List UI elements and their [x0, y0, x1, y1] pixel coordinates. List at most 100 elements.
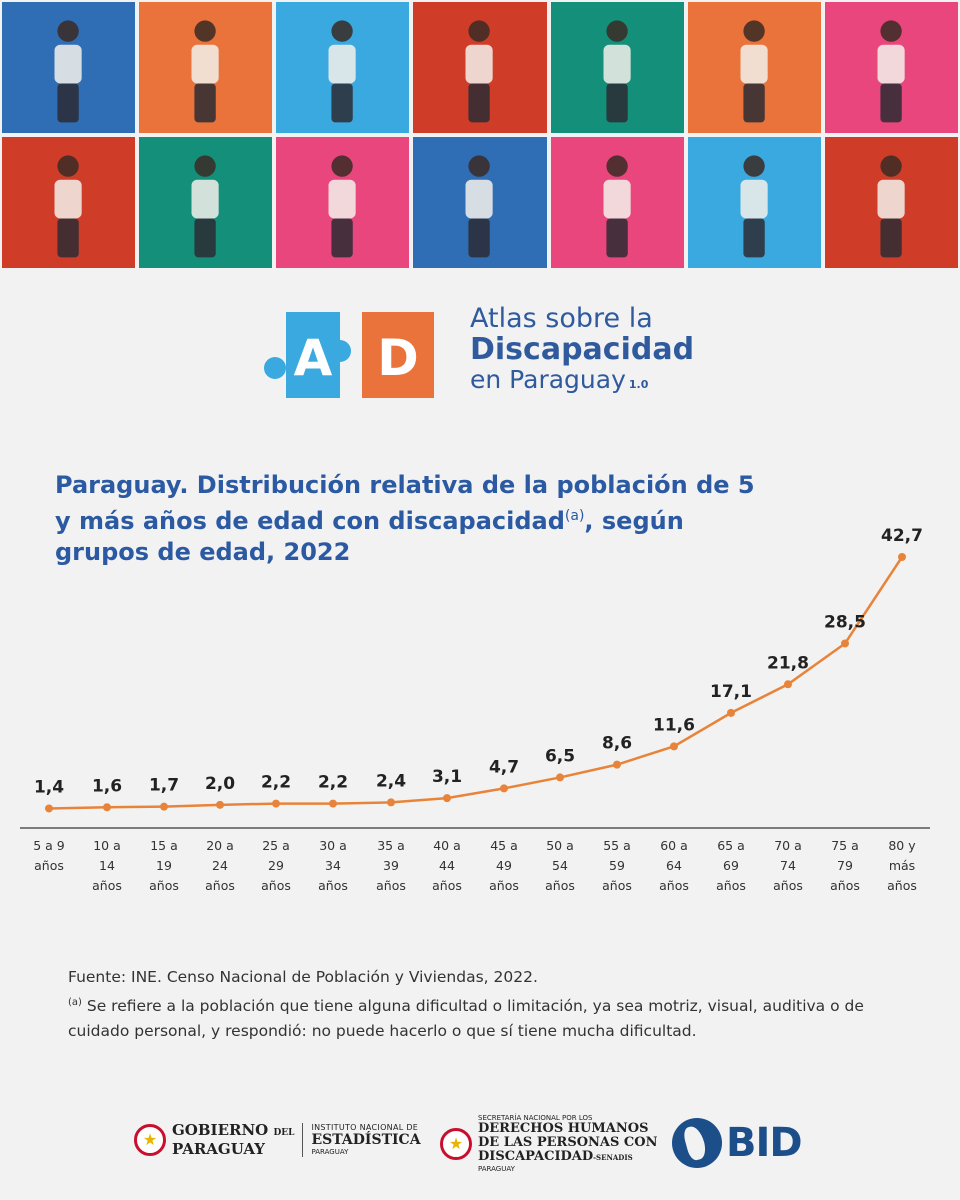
person-figure-icon [740, 155, 768, 258]
puzzle-tile [0, 0, 138, 135]
senadis-line4: DISCAPACIDAD [478, 1149, 594, 1164]
data-label: 28,5 [824, 612, 866, 632]
x-tick-label: 75 a 79 años [830, 838, 860, 893]
data-point [556, 773, 564, 782]
senadis-line5: PARAGUAY [478, 1165, 515, 1173]
footnote-text: Se refiere a la población que tiene algu… [68, 997, 864, 1041]
footer-logos: ★ GOBIERNO DEL PARAGUAY INSTITUTO NACION… [0, 1100, 960, 1180]
puzzle-tile [822, 0, 960, 135]
chart-title-superscript: (a) [564, 508, 585, 524]
data-label: 21,8 [767, 653, 809, 673]
data-label: 8,6 [602, 734, 632, 754]
data-point [45, 804, 53, 813]
data-point [329, 799, 337, 808]
person-figure-icon [54, 20, 82, 123]
logo-line3-text: en Paraguay [470, 365, 626, 394]
senadis-star-icon: ★ [440, 1127, 472, 1160]
logo-letter-a: A [294, 329, 333, 387]
person-figure-icon [191, 20, 219, 123]
senadis-line3: DE LAS PERSONAS CON [478, 1135, 658, 1150]
logo-line3: en Paraguay 1.0 [470, 366, 694, 399]
data-point [443, 794, 451, 803]
x-tick-label: 25 a 29 años [261, 838, 291, 893]
person-figure-icon [54, 155, 82, 258]
data-label: 3,1 [432, 767, 462, 787]
data-point [670, 742, 678, 751]
atlas-logo-text: Atlas sobre la Discapacidad en Paraguay 1… [470, 304, 694, 399]
puzzle-tile [137, 135, 275, 270]
gob-del: DEL [273, 1128, 295, 1138]
footnote-mark: (a) [68, 997, 82, 1008]
x-tick-label: 80 y más años [887, 838, 917, 893]
logo-letter-d: D [377, 329, 419, 387]
data-point [387, 798, 395, 807]
gobierno-logo: ★ GOBIERNO DEL PARAGUAY INSTITUTO NACION… [134, 1122, 421, 1157]
person-figure-icon [191, 155, 219, 258]
person-figure-icon [877, 20, 905, 123]
data-point [784, 680, 792, 689]
globe-icon [672, 1118, 722, 1168]
x-tick-label: 30 a 34 años [318, 838, 348, 893]
data-label: 2,2 [261, 773, 291, 793]
senadis-line1: SECRETARÍA NACIONAL POR LOS [478, 1114, 593, 1122]
puzzle-tile [137, 0, 275, 135]
data-point [500, 784, 508, 793]
bid-text: BID [726, 1120, 803, 1166]
person-figure-icon [465, 20, 494, 123]
person-figure-icon [603, 20, 631, 123]
x-tick-label: 50 a 54 años [545, 838, 575, 893]
atlas-logo-puzzle: A D [264, 312, 434, 398]
ine-line2: ESTADÍSTICA [311, 1132, 421, 1148]
puzzle-tile [685, 135, 823, 270]
data-point [216, 800, 224, 809]
puzzle-tile [274, 135, 412, 270]
logo-line2: Discapacidad [470, 332, 695, 367]
data-point [103, 803, 111, 812]
puzzle-tile [548, 0, 686, 135]
data-label: 42,7 [881, 526, 923, 546]
x-tick-label: 5 a 9 años [33, 838, 65, 873]
data-point [841, 639, 849, 648]
logo-separator [302, 1122, 304, 1157]
person-figure-icon [465, 155, 494, 258]
series-line [48, 556, 904, 810]
bid-logo: BID [672, 1118, 803, 1168]
x-tick-label: 70 a 74 años [773, 838, 803, 893]
puzzle-tile [685, 0, 823, 135]
data-point [160, 802, 168, 811]
senadis-suffix: -SENADIS [593, 1153, 633, 1162]
person-figure-icon [877, 155, 905, 258]
logo-line1: Atlas sobre la [470, 303, 653, 334]
line-chart: 1,4 5 a 9 años 1,6 10 a 14 años 1,7 15 a 19 años 2,… [20, 526, 930, 893]
chart-title-suffix: , según grupos de edad, 2022 [55, 507, 684, 566]
data-label: 1,4 [34, 777, 64, 797]
ine-logo: INSTITUTO NACIONAL DE ESTADÍSTICA PARAGU… [311, 1123, 420, 1156]
notes: Fuente: INE. Censo Nacional de Población… [68, 965, 898, 1044]
puzzle-tile [411, 135, 549, 270]
data-label: 6,5 [545, 746, 575, 766]
person-figure-icon [740, 20, 768, 123]
data-point [898, 553, 906, 561]
x-tick-label: 10 a 14 años [92, 838, 122, 893]
x-tick-label: 20 a 24 años [205, 838, 235, 893]
puzzle-tile [548, 135, 686, 270]
puzzle-tile [822, 135, 960, 270]
senadis-text: SECRETARÍA NACIONAL POR LOS DERECHOS HUM… [478, 1114, 658, 1173]
senadis-logo: ★ SECRETARÍA NACIONAL POR LOS DERECHOS H… [440, 1114, 658, 1173]
paraguay-star-icon: ★ [134, 1123, 166, 1156]
footnote: (a) Se refiere a la población que tiene … [68, 990, 898, 1044]
source-note: Fuente: INE. Censo Nacional de Población… [68, 968, 538, 986]
chart-title: Paraguay. Distribución relativa de la po… [55, 470, 755, 568]
data-point [272, 799, 280, 808]
x-tick-label: 65 a 69 años [716, 838, 746, 893]
data-label: 17,1 [710, 682, 752, 702]
x-tick-label: 15 a 19 años [149, 838, 179, 893]
x-tick-label: 35 a 39 años [376, 838, 406, 893]
puzzle-tile [274, 0, 412, 135]
data-label: 1,7 [149, 776, 179, 796]
puzzle-tile [0, 135, 138, 270]
data-label: 2,2 [318, 773, 348, 793]
x-tick-label: 45 a 49 años [489, 838, 519, 893]
data-label: 1,6 [92, 776, 122, 796]
